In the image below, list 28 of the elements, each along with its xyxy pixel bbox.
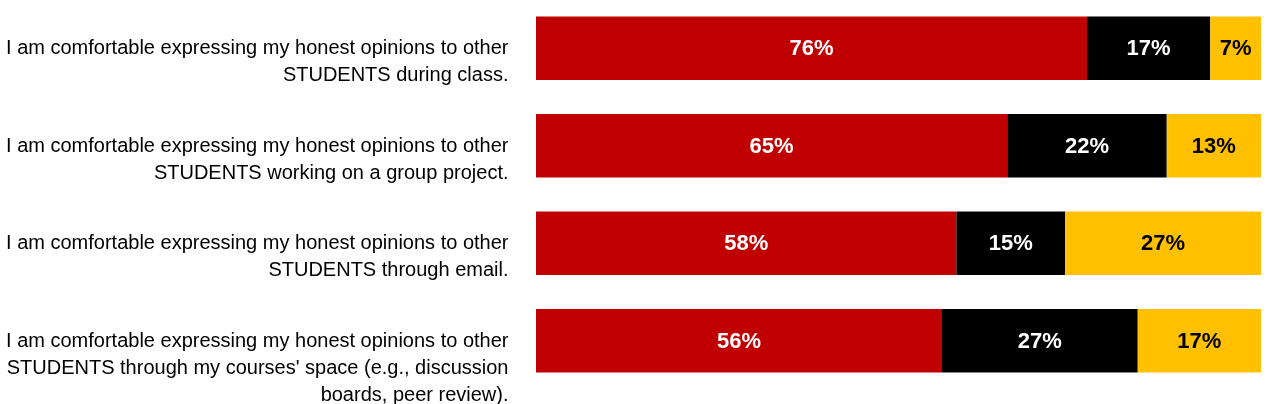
data-label: 7% [1219,35,1252,61]
bar [1166,114,1261,178]
y-tick-label: I am comfortable expressing my honest opinions to other STUDENTS through my courses' space (e.g., discussion boards, peer review). [6,328,509,404]
data-label: 13% [1191,132,1236,158]
y-tick-label: I am comfortable expressing my honest opinions to other STUDENTS through email. [6,231,509,281]
bar [1065,211,1261,275]
bar [536,211,957,275]
bar [536,16,1087,80]
bar [1087,16,1211,80]
data-label: 27% [1141,230,1186,256]
data-label: 58% [724,230,769,256]
bar [1137,309,1261,373]
data-label: 65% [749,132,794,158]
bar [536,309,942,373]
y-tick-label: I am comfortable expressing my honest opinions to other STUDENTS working on a group project. [6,133,509,183]
bar [956,211,1066,275]
data-label: 27% [1017,327,1062,353]
data-label: 15% [988,230,1033,256]
data-label: 56% [716,327,762,353]
bar [536,114,1008,178]
data-label: 17% [1126,35,1171,61]
bar [1007,114,1167,178]
y-tick-label: I am comfortable expressing my honest opinions to other STUDENTS during class. [6,36,509,86]
bar [942,309,1138,373]
data-label: 22% [1064,132,1110,158]
data-label: 76% [789,35,834,61]
bar [1210,16,1261,80]
data-label: 17% [1177,327,1222,353]
